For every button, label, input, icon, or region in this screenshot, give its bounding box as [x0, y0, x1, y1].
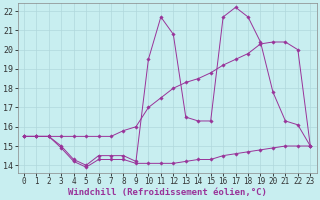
X-axis label: Windchill (Refroidissement éolien,°C): Windchill (Refroidissement éolien,°C): [68, 188, 267, 197]
